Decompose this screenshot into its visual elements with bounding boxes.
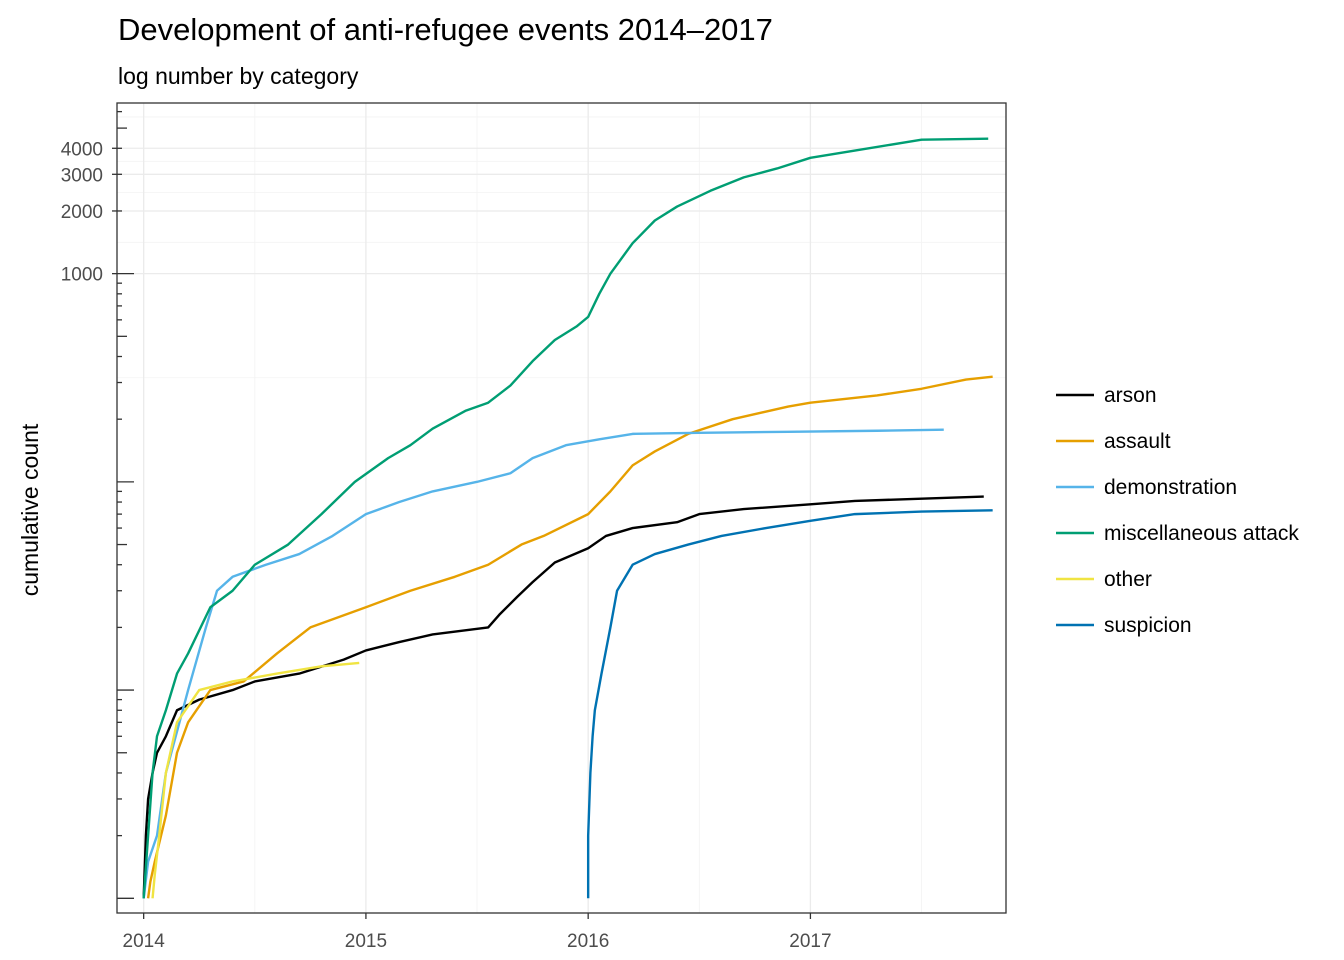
plot-panel-border: [116, 102, 1007, 914]
series-line-miscellaneous-attack: [142, 137, 989, 899]
series-line-arson: [142, 495, 984, 899]
x-tick-label: 2014: [123, 931, 166, 952]
y-axis-title: cumulative count: [17, 423, 43, 596]
x-tick-label: 2015: [345, 931, 387, 952]
legend-label-suspicion: suspicion: [1104, 614, 1192, 637]
x-tick-label: 2017: [789, 931, 831, 952]
y-tick-label: 1000: [61, 265, 103, 286]
legend-label-demonstration: demonstration: [1104, 476, 1237, 499]
x-axis: 2014 2015 2016 2017: [123, 913, 832, 952]
series-line-suspicion: [586, 509, 993, 899]
y-tick-label: 2000: [61, 202, 103, 223]
legend-label-assault: assault: [1104, 430, 1171, 453]
legend-label-other: other: [1104, 568, 1152, 591]
chart-title: Development of anti-refugee events 2014–…: [118, 12, 773, 47]
x-tick-label: 2016: [567, 931, 609, 952]
chart-subtitle: log number by category: [118, 63, 359, 89]
minor-gridlines: [117, 103, 1006, 913]
series-layer: [142, 137, 993, 899]
y-tick-label: 3000: [61, 165, 103, 186]
legend: arson assault demonstration miscellaneous a…: [1056, 384, 1299, 637]
y-tick-label: 4000: [61, 139, 103, 160]
series-line-demonstration: [142, 428, 944, 899]
y-axis: 1000 2000 3000 4000: [61, 110, 134, 899]
series-line-assault: [146, 375, 993, 899]
legend-label-miscellaneous-attack: miscellaneous attack: [1104, 522, 1299, 545]
major-gridlines: [117, 103, 1006, 913]
series-line-other: [151, 661, 360, 899]
legend-label-arson: arson: [1104, 384, 1157, 407]
